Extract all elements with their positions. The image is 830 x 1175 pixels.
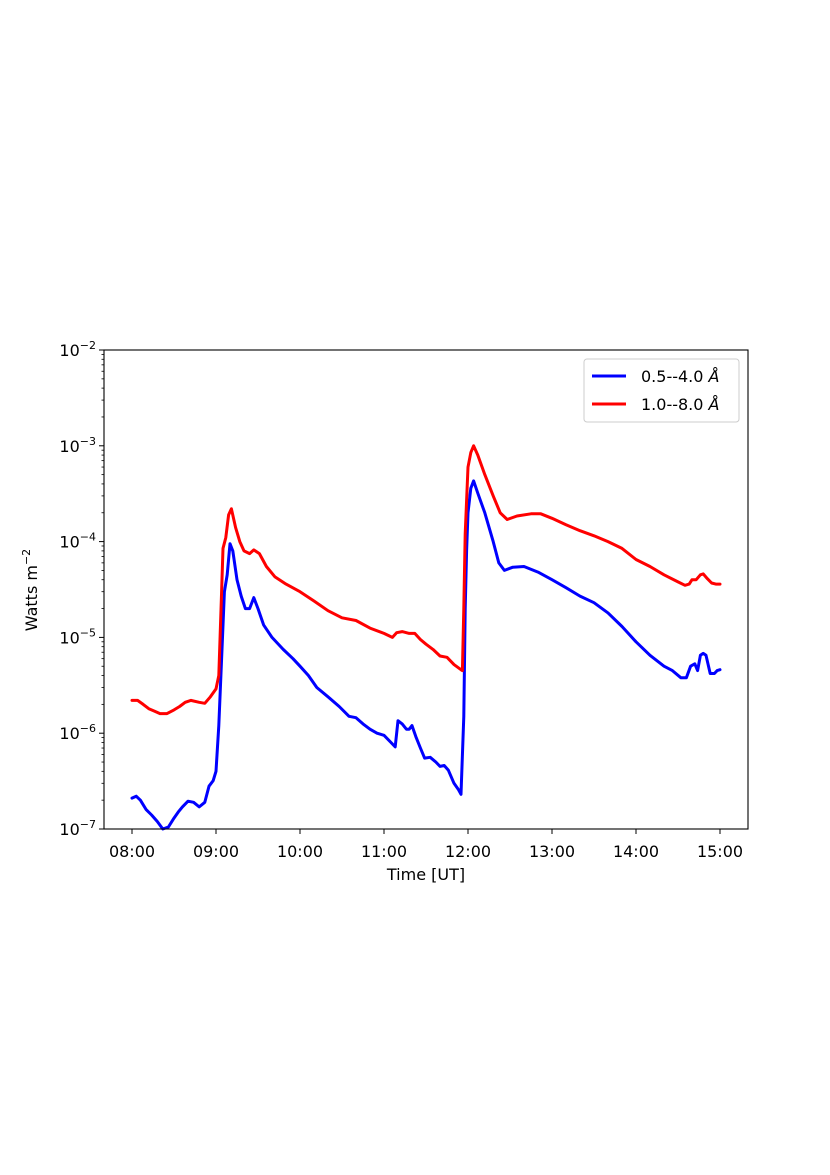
legend-label-series-2-name: 1.0--8.0	[641, 395, 703, 414]
y-axis-label: Watts m−2	[20, 549, 41, 631]
x-tick-label: 15:00	[697, 842, 743, 861]
y-axis-ticks: 10−710−610−510−410−310−2	[59, 339, 104, 839]
x-tick-label: 14:00	[613, 842, 659, 861]
y-axis-label-text: Watts m	[22, 565, 41, 631]
x-tick-label: 12:00	[445, 842, 491, 861]
x-tick-label: 08:00	[109, 842, 155, 861]
y-tick-label-exponent: −7	[80, 818, 96, 831]
legend-label-series-1: 0.5--4.0 Å	[641, 367, 719, 386]
x-tick-label: 09:00	[193, 842, 239, 861]
y-tick-label-base: 10	[59, 628, 79, 647]
y-tick-label-base: 10	[59, 341, 79, 360]
y-tick-label-base: 10	[59, 533, 79, 552]
y-tick-label-base: 10	[59, 724, 79, 743]
x-tick-label: 13:00	[529, 842, 575, 861]
y-tick-label: 10−7	[59, 818, 96, 839]
plot-lines	[130, 444, 722, 831]
y-tick-label: 10−5	[59, 626, 96, 647]
y-tick-label-exponent: −4	[80, 531, 96, 544]
y-tick-label-base: 10	[59, 437, 79, 456]
series-line-1	[130, 479, 722, 831]
y-axis-label-superscript: −2	[20, 549, 33, 565]
y-tick-label-exponent: −5	[80, 626, 96, 639]
x-tick-label: 11:00	[361, 842, 407, 861]
y-tick-label: 10−4	[59, 531, 96, 552]
legend: 0.5--4.0 Å 1.0--8.0 Å	[583, 358, 740, 423]
legend-label-series-1-name: 0.5--4.0	[641, 367, 703, 386]
legend-label-series-2-unit: Å	[708, 395, 720, 414]
y-tick-label-exponent: −3	[80, 435, 96, 448]
x-axis-label: Time [UT]	[386, 865, 465, 884]
y-tick-label-exponent: −6	[80, 722, 96, 735]
plot-frame	[103, 349, 749, 830]
y-tick-label: 10−3	[59, 435, 96, 456]
legend-label-series-1-unit: Å	[708, 367, 720, 386]
series-line-2	[130, 444, 722, 716]
x-axis-ticks: 08:00 09:00 10:00 11:00 12:00 13:00 14:00 15:00	[109, 829, 743, 861]
y-tick-label-base: 10	[59, 820, 79, 839]
legend-label-series-2: 1.0--8.0 Å	[641, 395, 719, 414]
y-tick-label: 10−6	[59, 722, 96, 743]
y-tick-label: 10−2	[59, 339, 96, 360]
y-tick-label-exponent: −2	[80, 339, 96, 352]
x-tick-label: 10:00	[277, 842, 323, 861]
